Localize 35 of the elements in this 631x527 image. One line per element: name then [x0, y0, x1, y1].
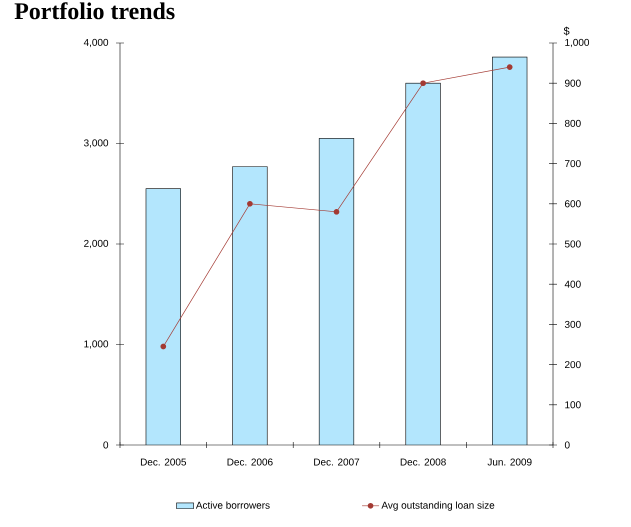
x-tick-label: Dec. 2008 [400, 458, 446, 466]
point [247, 200, 253, 207]
y2-axis-title: $ [564, 26, 570, 36]
point [334, 209, 340, 215]
bar [492, 56, 528, 445]
bar [319, 138, 354, 445]
legend-label: Active borrowers [196, 501, 270, 509]
y2-tick-label: 1,000 [565, 38, 590, 48]
y2-tick-label: 0 [564, 441, 570, 449]
legend-label: Avg outstanding loan size [381, 501, 494, 511]
x-tick-label: Dec. 2007 [314, 458, 360, 466]
y-tick-label: 0 [103, 441, 108, 449]
x-tick-label: Jun. 2009 [488, 458, 532, 466]
point [160, 344, 166, 350]
bar [406, 83, 440, 445]
y2-tick-label: 300 [564, 320, 581, 328]
y2-tick-label: 600 [565, 200, 581, 208]
y2-tick-label: 800 [564, 120, 581, 127]
bar [146, 188, 181, 445]
y2-tick-label: 500 [564, 240, 581, 248]
y2-tick-label: 900 [564, 80, 581, 87]
x-tick-label: Dec. 2006 [228, 458, 273, 466]
y-tick-label: 3,000 [84, 139, 108, 148]
y-tick-label: 4,000 [84, 38, 108, 48]
chart-title: Portfolio trends [14, 2, 175, 20]
point [506, 64, 513, 70]
y2-tick-label: 400 [564, 280, 581, 288]
y-tick-label: 1,000 [84, 340, 108, 349]
x-tick-label: Dec. 2005 [140, 458, 186, 466]
y2-tick-label: 700 [565, 160, 581, 168]
y-tick-label: 2,000 [84, 240, 108, 248]
y2-tick-label: 200 [565, 361, 581, 368]
y2-tick-label: 100 [565, 401, 581, 408]
point [420, 80, 426, 86]
bar [232, 166, 268, 445]
